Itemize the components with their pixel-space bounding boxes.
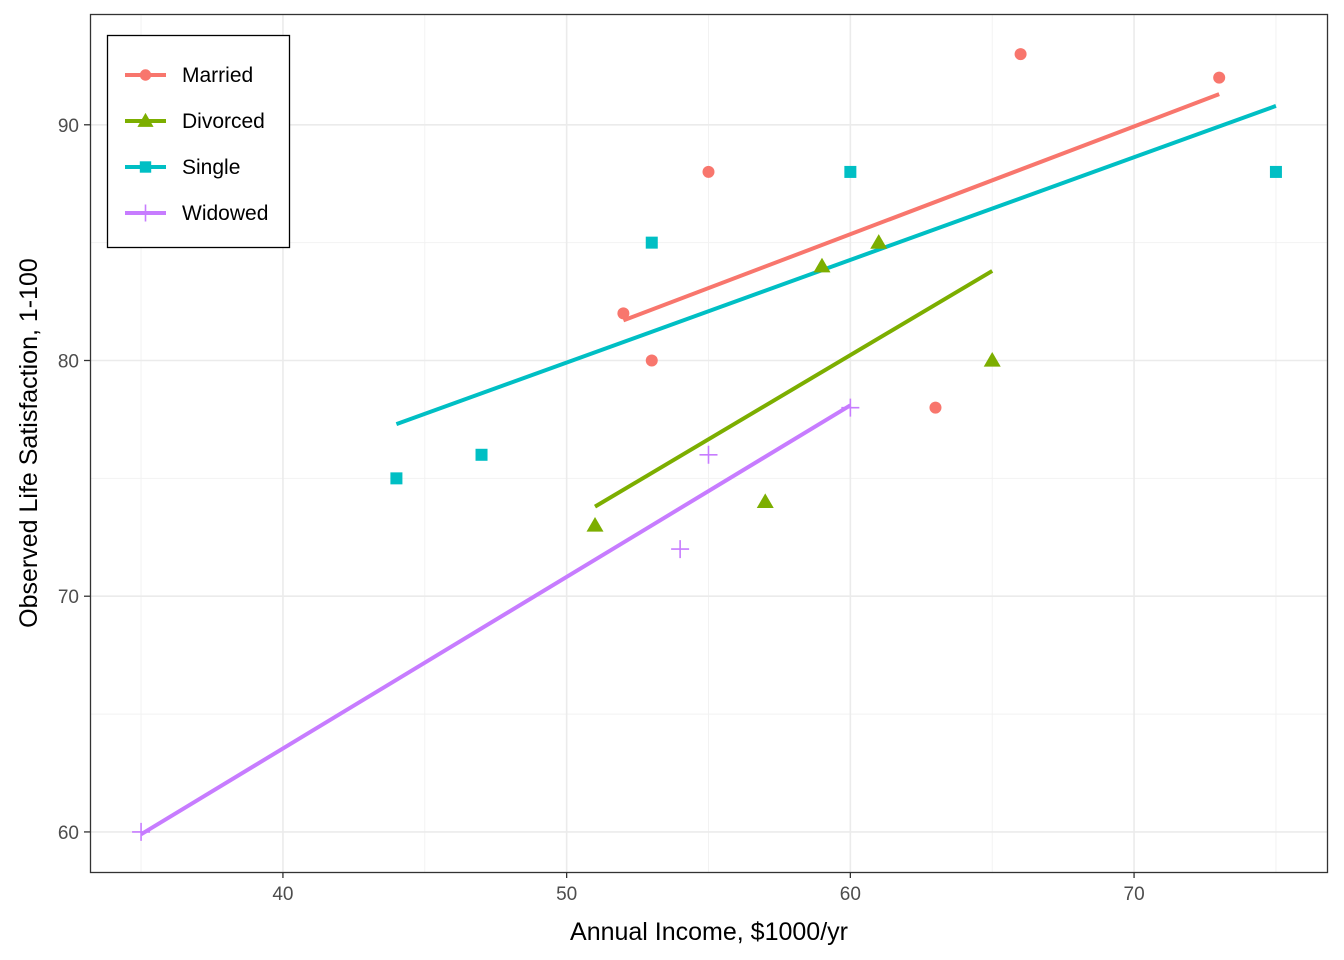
- x-tick-label: 50: [556, 884, 577, 905]
- y-tick-label: 80: [58, 352, 79, 373]
- point-married: [703, 166, 715, 178]
- legend: Married Divorced Single Widowed: [108, 36, 290, 248]
- point-single: [844, 166, 856, 178]
- legend-label-single: Single: [182, 156, 240, 179]
- y-tick-label: 60: [58, 823, 79, 844]
- point-married: [1015, 48, 1027, 60]
- legend-marker-single: [140, 161, 151, 172]
- x-axis-title: Annual Income, $1000/yr: [570, 918, 848, 946]
- legend-label-divorced: Divorced: [182, 110, 265, 133]
- y-axis-title: Observed Life Satisfaction, 1-100: [15, 258, 43, 628]
- y-tick-label: 90: [58, 116, 79, 137]
- point-married: [1213, 72, 1225, 84]
- legend-label-widowed: Widowed: [182, 202, 268, 225]
- y-tick-label: 70: [58, 587, 79, 608]
- point-married: [617, 307, 629, 319]
- point-single: [646, 237, 658, 249]
- x-tick-label: 70: [1124, 884, 1145, 905]
- x-tick-label: 60: [840, 884, 861, 905]
- point-single: [1270, 166, 1282, 178]
- point-single: [390, 472, 402, 484]
- point-married: [929, 402, 941, 414]
- point-married: [646, 355, 658, 367]
- legend-label-married: Married: [182, 64, 253, 87]
- x-tick-label: 40: [272, 884, 293, 905]
- point-single: [476, 449, 488, 461]
- legend-marker-married: [140, 69, 151, 80]
